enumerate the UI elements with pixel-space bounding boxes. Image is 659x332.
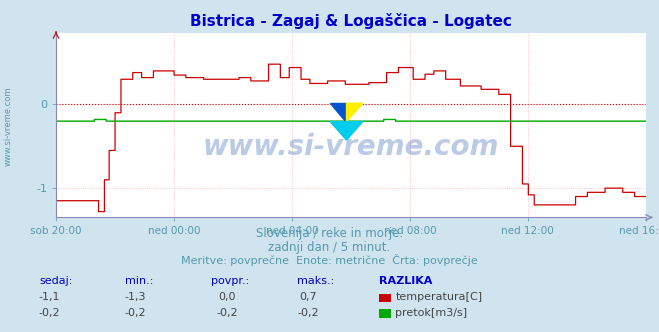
Text: -1,3: -1,3 <box>125 292 146 302</box>
Text: maks.:: maks.: <box>297 276 334 286</box>
Text: pretok[m3/s]: pretok[m3/s] <box>395 308 467 318</box>
Text: Meritve: povprečne  Enote: metrične  Črta: povprečje: Meritve: povprečne Enote: metrične Črta:… <box>181 254 478 266</box>
Polygon shape <box>330 122 362 140</box>
Text: -0,2: -0,2 <box>125 308 146 318</box>
Text: temperatura[C]: temperatura[C] <box>395 292 482 302</box>
Text: 0,7: 0,7 <box>300 292 317 302</box>
Title: Bistrica - Zagaj & Logaščica - Logatec: Bistrica - Zagaj & Logaščica - Logatec <box>190 13 512 29</box>
Text: www.si-vreme.com: www.si-vreme.com <box>203 133 499 161</box>
Text: povpr.:: povpr.: <box>211 276 249 286</box>
Text: -0,2: -0,2 <box>217 308 238 318</box>
Text: -0,2: -0,2 <box>39 308 60 318</box>
Text: -1,1: -1,1 <box>39 292 60 302</box>
Text: RAZLIKA: RAZLIKA <box>379 276 432 286</box>
Polygon shape <box>347 103 362 122</box>
Text: www.si-vreme.com: www.si-vreme.com <box>4 86 13 166</box>
Polygon shape <box>330 103 347 122</box>
Text: 0,0: 0,0 <box>219 292 236 302</box>
Text: sedaj:: sedaj: <box>40 276 73 286</box>
Text: zadnji dan / 5 minut.: zadnji dan / 5 minut. <box>268 241 391 254</box>
Text: min.:: min.: <box>125 276 154 286</box>
Text: -0,2: -0,2 <box>298 308 319 318</box>
Text: Slovenija / reke in morje.: Slovenija / reke in morje. <box>256 227 403 240</box>
